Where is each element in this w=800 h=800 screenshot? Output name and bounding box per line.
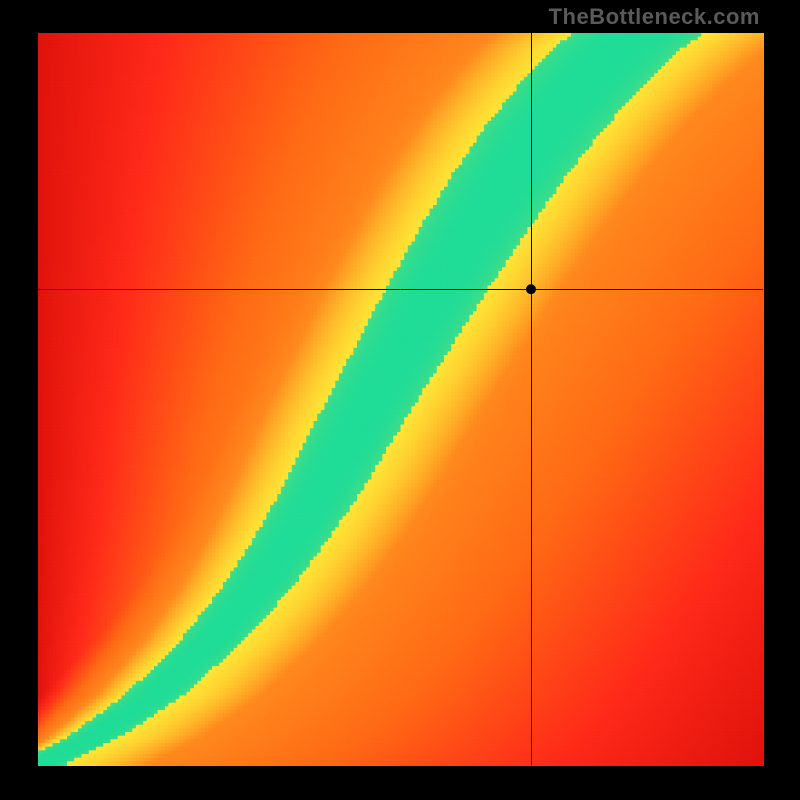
chart-container: TheBottleneck.com <box>0 0 800 800</box>
watermark-text: TheBottleneck.com <box>549 4 760 30</box>
bottleneck-heatmap <box>0 0 800 800</box>
